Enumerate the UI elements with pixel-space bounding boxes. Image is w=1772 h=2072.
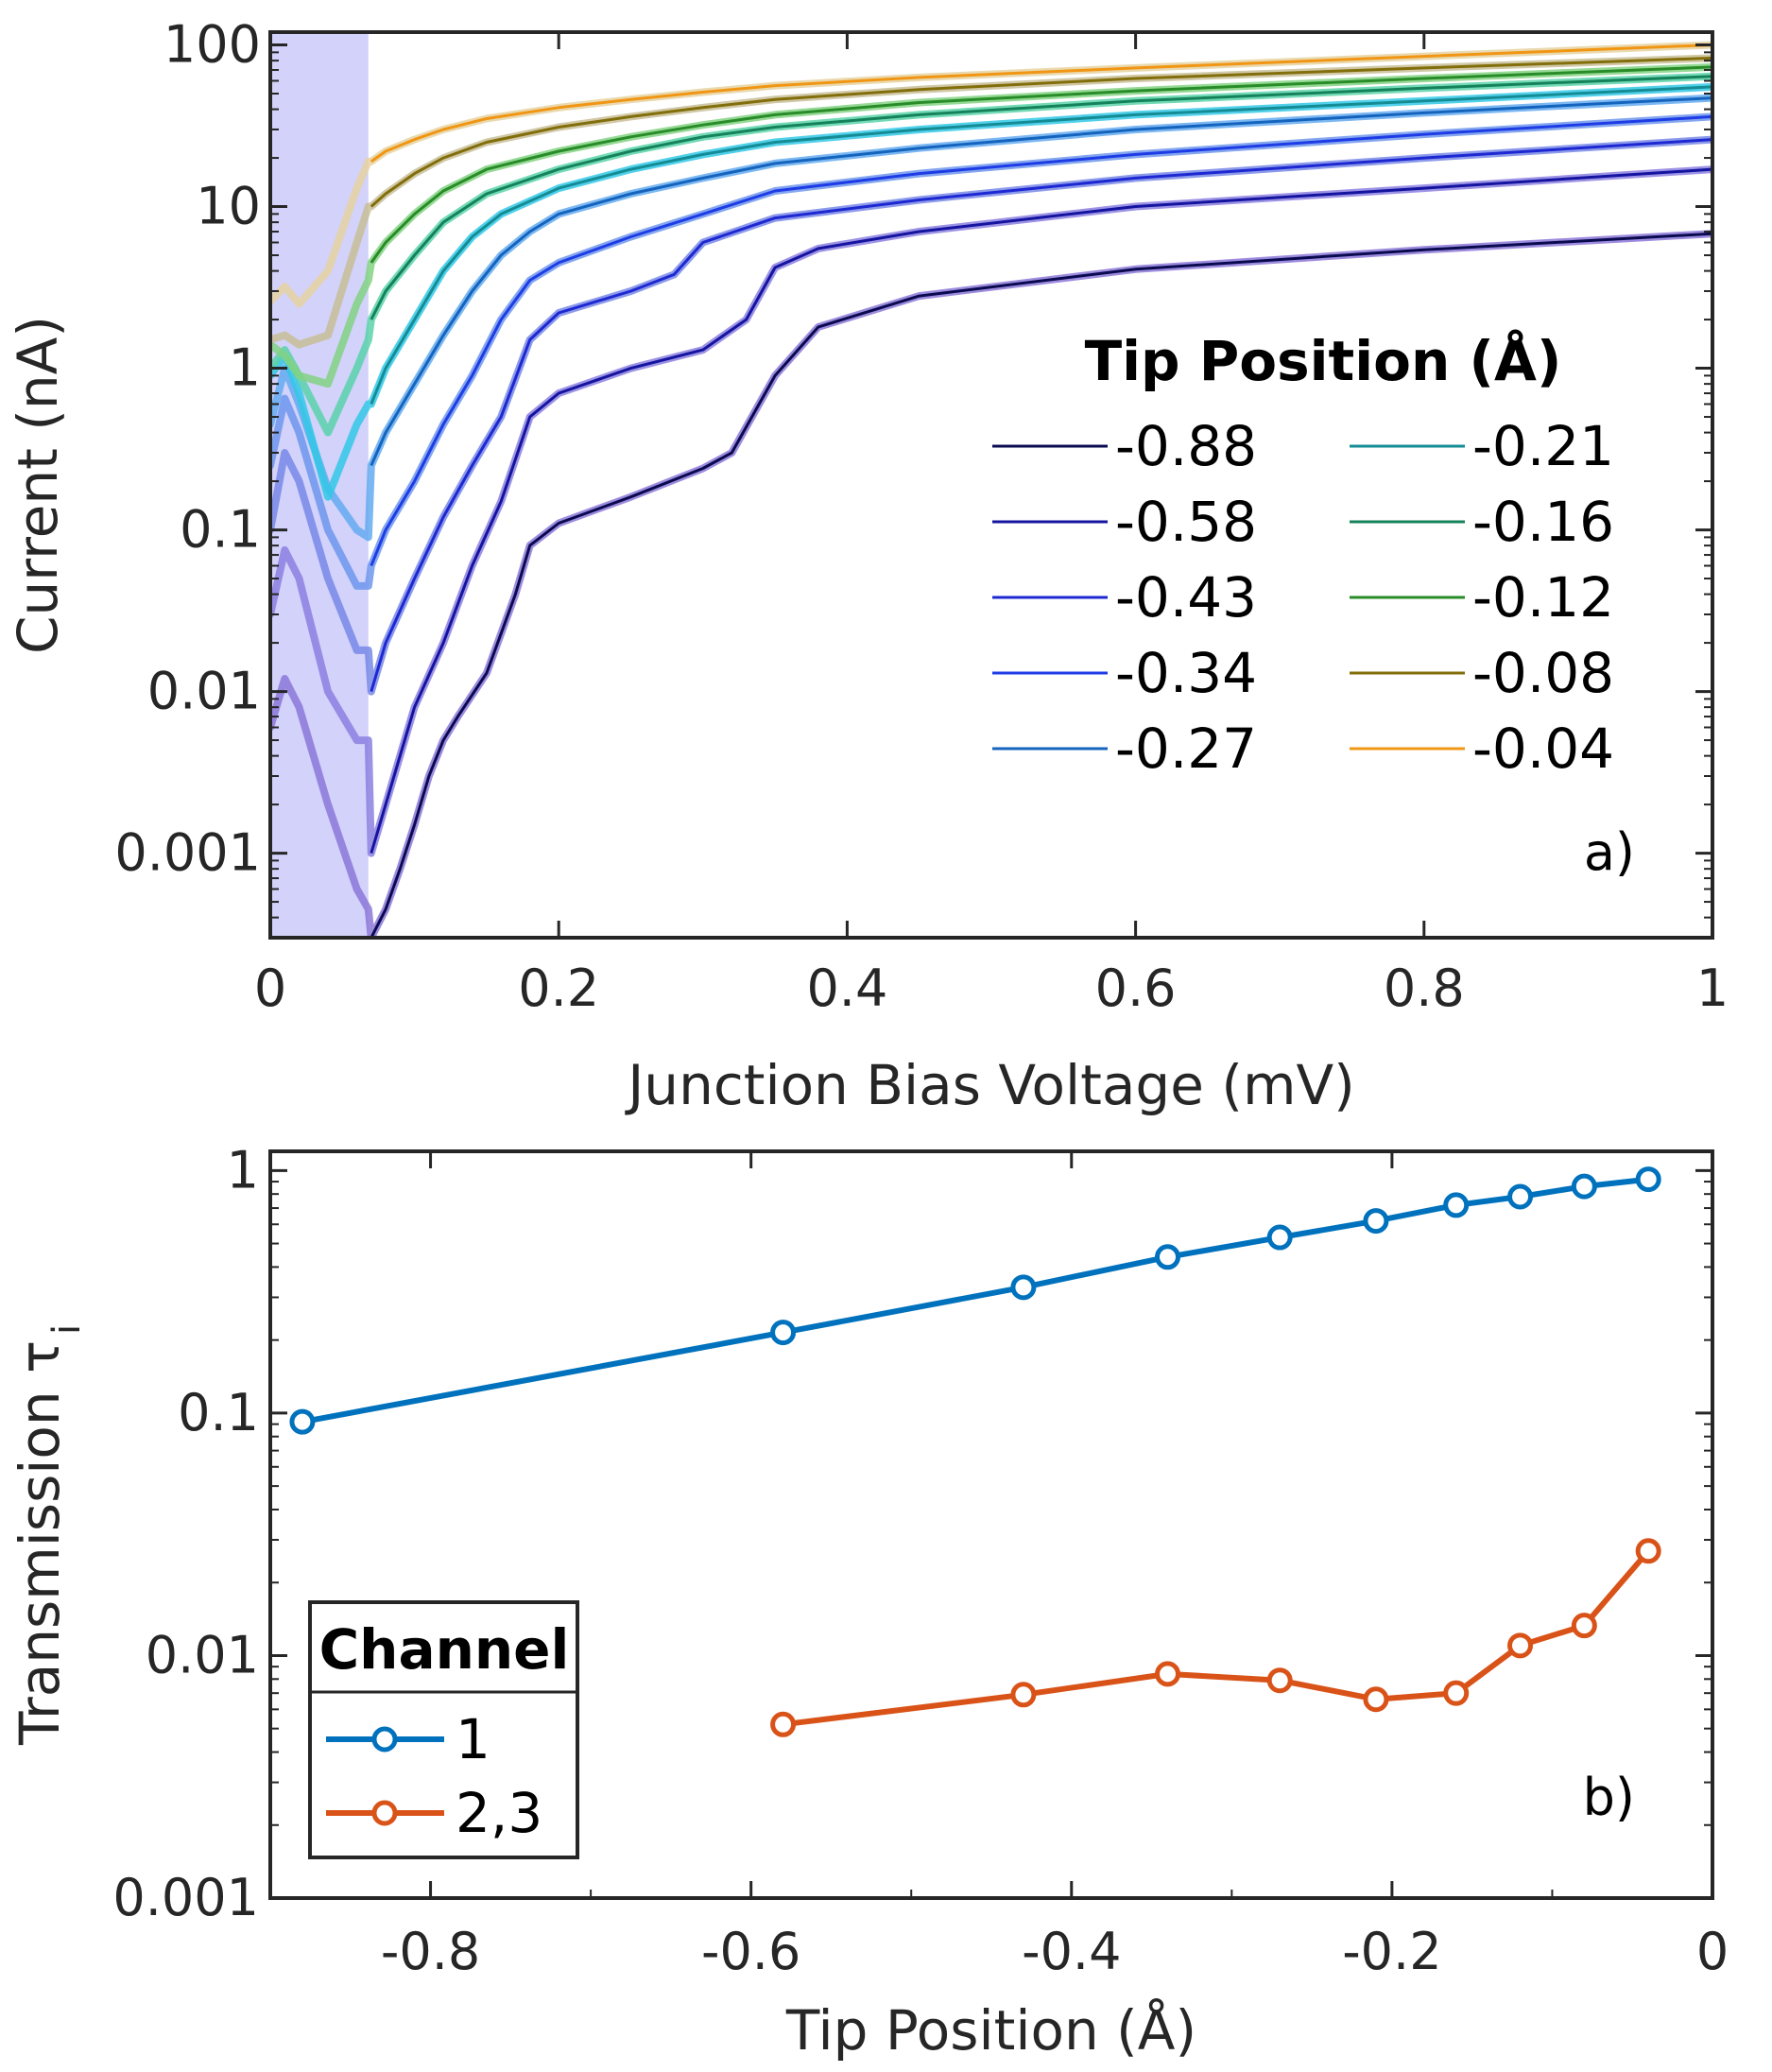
series-lines	[289, 1166, 1661, 1737]
data-point-2,3	[1266, 1667, 1293, 1694]
y-tick-label: 0.01	[146, 1625, 259, 1684]
legend-label: -0.08	[1472, 641, 1614, 705]
data-point-1	[289, 1408, 316, 1435]
data-point-1	[1635, 1166, 1661, 1193]
x-tick-label: -0.2	[1342, 1922, 1441, 1981]
fit-line--0.27	[370, 96, 1712, 467]
y-axis-title-subscript: i	[45, 1324, 89, 1335]
legend-label: -0.58	[1115, 490, 1257, 554]
panel-label-b: b)	[1583, 1768, 1635, 1827]
legend: Channel 1 2,3	[308, 1600, 579, 1859]
y-axis-title-group: Transmission τ i	[8, 1324, 89, 1746]
legend-title: Tip Position (Å)	[1085, 328, 1562, 393]
data-point-2,3	[770, 1711, 797, 1737]
x-tick-label: -0.8	[381, 1922, 480, 1981]
x-tick-label: 0.8	[1384, 958, 1465, 1018]
y-tick-label: 0.001	[112, 1868, 259, 1927]
data-point-1	[1443, 1192, 1470, 1218]
x-tick-label: 0.4	[806, 958, 887, 1018]
data-point-2,3	[1363, 1686, 1389, 1713]
x-tick-label: 1	[1696, 958, 1729, 1018]
x-tick-label: 0	[254, 958, 286, 1018]
shaded-region	[270, 32, 369, 938]
data-point-2,3	[1635, 1538, 1661, 1564]
y-tick-label: 0.001	[114, 823, 261, 883]
panel-b-frame	[268, 1149, 1714, 1900]
data-point-1	[1010, 1274, 1037, 1301]
x-tick-label: 0.2	[518, 958, 599, 1018]
legend-label: -0.21	[1472, 414, 1614, 478]
data-point-2,3	[1155, 1661, 1181, 1687]
fit-line--0.21	[370, 85, 1712, 406]
x-tick-label: -0.6	[701, 1922, 800, 1981]
x-axis-title: Junction Bias Voltage (mV)	[625, 1053, 1355, 1117]
data-point-1	[1155, 1244, 1181, 1270]
fit-line--0.43	[370, 138, 1712, 693]
y-tick-label: 10	[196, 177, 261, 236]
legend-label: -0.12	[1472, 565, 1614, 630]
fit-line--0.16	[370, 75, 1712, 320]
y-tick-label: 1	[229, 338, 261, 398]
legend-label: -0.88	[1115, 414, 1257, 478]
data-point-2,3	[1010, 1682, 1037, 1708]
panel-b: -0.8 -0.6 -0.4 -0.2 0 0.001 0.01 0.1 1 Tip Posit…	[8, 1140, 1729, 2063]
x-tick-label: 0.6	[1095, 958, 1177, 1018]
data-point-2,3	[1443, 1680, 1470, 1706]
legend-label: -0.43	[1115, 565, 1257, 630]
x-tick-label: 0	[1696, 1922, 1729, 1981]
legend-swatch-marker-2,3	[371, 1800, 398, 1826]
fit-line--0.04	[370, 43, 1712, 164]
legend-label: -0.04	[1472, 717, 1614, 781]
legend: Tip Position (Å) -0.88 -0.58 -0.43 -0.34 -0.…	[992, 328, 1614, 781]
fit-line--0.12	[370, 65, 1712, 264]
y-tick-label: 100	[163, 15, 261, 75]
legend-label: -0.27	[1115, 717, 1257, 781]
data-point-1	[1507, 1183, 1534, 1210]
data-point-1	[1266, 1224, 1293, 1251]
shaded-band	[270, 32, 369, 938]
fit-line--0.58	[370, 167, 1712, 855]
series-lines	[370, 43, 1712, 938]
series-line-1	[301, 1176, 1649, 1425]
data-point-1	[770, 1320, 797, 1346]
y-tick-label: 1	[227, 1140, 259, 1200]
legend-swatch-marker-1	[371, 1726, 398, 1753]
tick-labels: 0 0.2 0.4 0.6 0.8 1 0.001 0.01 0.1 1 10 100	[114, 15, 1729, 1018]
legend-title: Channel	[319, 1617, 570, 1682]
y-tick-label: 0.1	[178, 1383, 259, 1442]
legend-label: -0.34	[1115, 641, 1257, 705]
legend-label: 1	[456, 1707, 490, 1771]
data-point-1	[1571, 1173, 1597, 1200]
panel-label-a: a)	[1584, 822, 1635, 882]
x-tick-label: -0.4	[1022, 1922, 1121, 1981]
x-axis-title: Tip Position (Å)	[785, 1997, 1196, 2063]
data-point-2,3	[1571, 1613, 1597, 1639]
data-point-2,3	[1507, 1632, 1534, 1659]
legend-label: -0.16	[1472, 490, 1614, 554]
fit-line--0.08	[370, 56, 1712, 208]
y-tick-label: 0.1	[180, 500, 261, 560]
data-point-1	[1363, 1208, 1389, 1235]
fit-line--0.34	[370, 114, 1712, 567]
panel-a-frame	[268, 30, 1714, 940]
y-axis-title: Current (nA)	[6, 316, 70, 654]
panel-a: 0 0.2 0.4 0.6 0.8 1 0.001 0.01 0.1 1 10 100 Junctio…	[6, 15, 1729, 1117]
y-axis-title: Transmission τ	[8, 1340, 72, 1746]
y-tick-label: 0.01	[147, 662, 261, 721]
fit-line--0.88	[370, 232, 1712, 938]
tick-labels: -0.8 -0.6 -0.4 -0.2 0 0.001 0.01 0.1 1	[112, 1140, 1729, 1981]
legend-label: 2,3	[456, 1781, 542, 1845]
